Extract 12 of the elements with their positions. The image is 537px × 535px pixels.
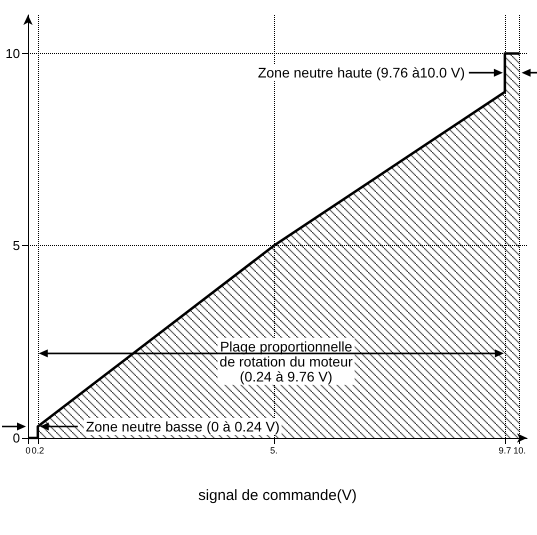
x-tick-label: 0.2 xyxy=(32,446,44,456)
x-axis-title: signal de commande(V) xyxy=(198,487,357,504)
x-tick-label: 9.7 xyxy=(498,446,512,456)
y-tick-label: 10 xyxy=(6,46,20,61)
annotation: Plage proportionnelle de rotation du moteur (0.24 à 9.76 V) xyxy=(220,338,353,384)
y-tick-label: 5 xyxy=(12,238,20,254)
annotation: Zone neutre basse (0 à 0.24 V) xyxy=(86,418,280,434)
y-tick-label: 0 xyxy=(12,430,20,446)
x-tick-label: 10. xyxy=(513,446,526,456)
x-tick-label: 5. xyxy=(270,446,278,456)
x-tick-label: 0 xyxy=(25,446,31,456)
annotation: Zone neutre haute (9.76 à10.0 V) xyxy=(258,64,465,81)
